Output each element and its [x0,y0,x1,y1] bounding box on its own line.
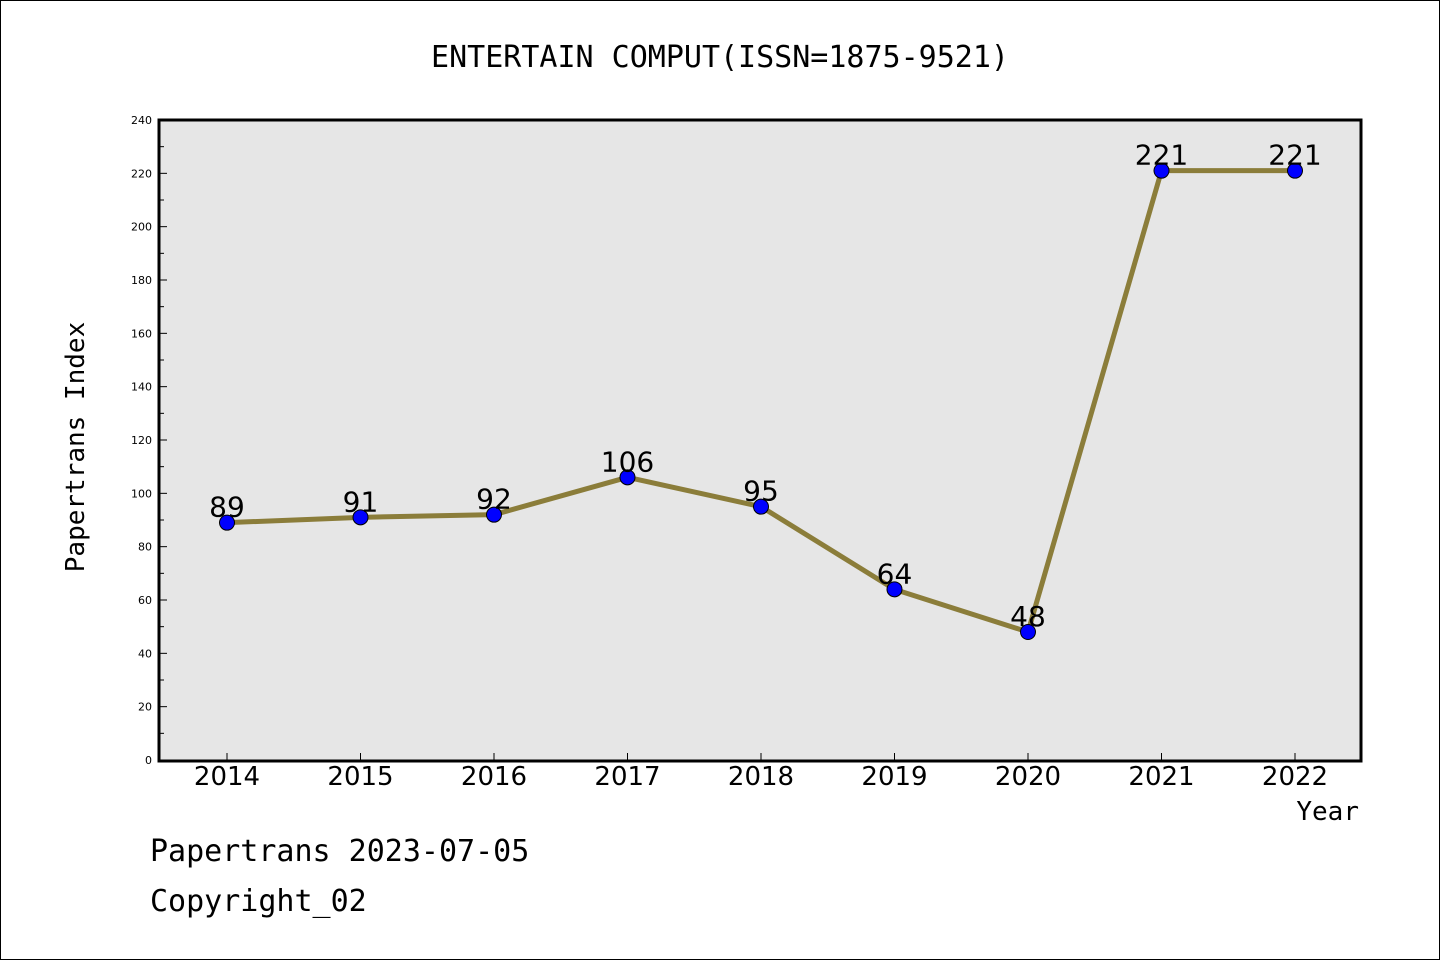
y-tick-label: 180 [131,274,152,287]
y-tick-label: 0 [145,754,152,767]
data-label: 48 [1010,600,1046,633]
data-point [1020,624,1036,640]
y-tick-label: 240 [131,114,152,127]
x-tick-label: 2017 [594,762,660,792]
y-tick-label: 120 [131,434,152,447]
data-point [619,469,636,486]
y-tick-label: 80 [138,541,152,554]
x-tick-label: 2019 [861,762,927,792]
data-point [486,506,502,523]
data-label: 221 [1268,139,1321,172]
x-tick-label: 2021 [1128,762,1194,792]
y-tick-label: 160 [131,327,152,340]
y-tick-label: 20 [138,701,152,714]
x-tick-label: 2020 [995,762,1061,792]
data-point [753,498,769,515]
data-points [219,162,1303,640]
x-axis-label: Year [1296,797,1359,827]
y-tick-label: 40 [138,647,152,660]
y-axis: 0 20 40 60 80 100 120 140 160 180 200 220 240 [131,114,167,767]
data-label: 92 [476,483,512,516]
data-point [219,514,235,531]
chart-title: ENTERTAIN COMPUT(ISSN=1875-9521) [431,40,1009,75]
data-point [1153,162,1170,179]
x-tick-label: 2015 [327,762,393,792]
y-tick-label: 220 [131,167,152,180]
x-tick-label: 2022 [1262,762,1328,792]
plot-area [157,118,1363,763]
x-tick-label: 2018 [728,762,794,792]
y-tick-label: 60 [138,594,152,607]
data-labels: 89 91 92 106 95 64 48 221 221 [209,139,1322,633]
data-label: 89 [209,491,245,524]
footer-date: Papertrans 2023-07-05 [150,834,530,869]
x-tick-label: 2016 [461,762,527,792]
data-point [1287,162,1303,179]
y-tick-label: 100 [131,487,152,500]
data-label: 91 [343,485,379,518]
data-point [886,581,903,598]
data-label: 221 [1135,139,1188,172]
y-axis-label: Papertrans Index [61,322,91,572]
x-axis: 2014 2015 2016 2017 2018 2019 2020 2021 2022 [194,753,1328,792]
data-label: 106 [601,445,654,478]
data-label: 64 [877,557,913,590]
data-label: 95 [743,475,779,508]
x-tick-label: 2014 [194,762,260,792]
y-tick-label: 200 [131,221,152,234]
data-point [352,509,369,526]
footer-copyright: Copyright_02 [150,884,367,919]
y-tick-label: 140 [131,381,152,394]
